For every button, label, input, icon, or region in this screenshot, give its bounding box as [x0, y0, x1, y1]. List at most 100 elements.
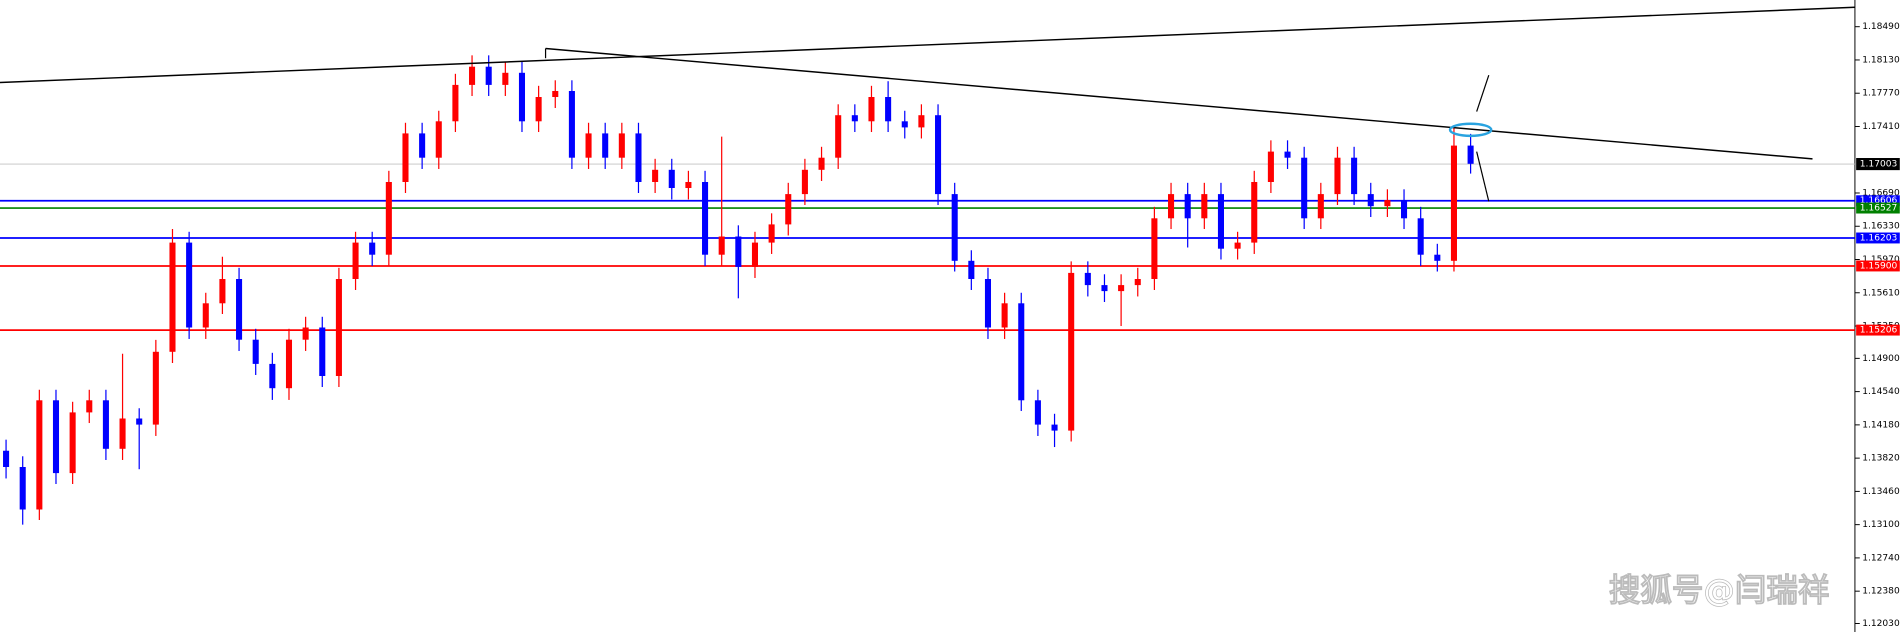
y-tick-label: 1.13460 — [1862, 487, 1900, 497]
candle-body — [585, 133, 592, 158]
candle-body — [635, 133, 642, 182]
candle-body — [1301, 157, 1308, 219]
candle-body — [1417, 218, 1424, 255]
levels — [0, 163, 1855, 331]
candle-body — [1467, 145, 1474, 164]
y-tick-label: 1.17770 — [1862, 89, 1900, 99]
candle-body — [668, 169, 675, 189]
candle-body — [269, 363, 276, 389]
candle-body — [202, 303, 209, 328]
candles — [3, 55, 1474, 525]
candle-body — [1001, 303, 1008, 328]
level-label: 1.15206 — [1860, 326, 1898, 336]
candle-body — [219, 279, 226, 304]
level-label: 1.15900 — [1860, 261, 1898, 271]
level-label: 1.16606 — [1860, 196, 1898, 206]
trend-line — [545, 47, 1813, 160]
candle-body — [502, 72, 509, 85]
candle-body — [1317, 194, 1324, 219]
y-tick-label: 1.16690 — [1862, 188, 1900, 198]
candle-body — [102, 400, 109, 449]
candle-body — [984, 279, 992, 328]
y-tick-label: 1.14540 — [1862, 387, 1900, 397]
candle-body — [452, 84, 459, 122]
candle-body — [702, 181, 709, 255]
candle-body — [1068, 272, 1075, 431]
candle-body — [1450, 145, 1457, 261]
candle-body — [169, 242, 176, 352]
candle-body — [935, 115, 942, 195]
candle-body — [152, 351, 159, 425]
candle-body — [1284, 151, 1291, 158]
candle-body — [1168, 194, 1175, 219]
candle-body — [319, 327, 326, 377]
candle-body — [1434, 254, 1441, 261]
candle-body — [818, 157, 825, 170]
candle-body — [1101, 285, 1108, 292]
y-tick-label: 1.13820 — [1862, 454, 1900, 464]
candle-body — [1034, 400, 1041, 425]
candle-body — [968, 260, 975, 280]
candle-body — [718, 236, 725, 255]
candle-body — [768, 224, 775, 243]
candle-body — [402, 133, 409, 182]
candle-body — [119, 418, 126, 449]
y-tick-label: 1.17410 — [1862, 122, 1900, 132]
level-box — [1856, 202, 1900, 214]
y-tick-label: 1.15610 — [1862, 288, 1900, 298]
candle-body — [1217, 194, 1225, 249]
y-tick-label: 1.18490 — [1862, 22, 1900, 32]
level-box — [1856, 324, 1900, 336]
candle-body — [652, 169, 659, 182]
candle-body — [285, 339, 293, 389]
y-tick-label: 1.14900 — [1862, 354, 1900, 364]
candle-body — [1084, 272, 1091, 286]
candle-body — [1051, 424, 1058, 431]
candle-body — [901, 121, 908, 128]
candle-body — [335, 279, 342, 377]
candle-body — [419, 133, 426, 158]
y-tick-label: 1.15970 — [1862, 255, 1900, 265]
candle-body — [1334, 157, 1341, 195]
candle-body — [801, 169, 808, 195]
current-price-label: 1.17003 — [1860, 160, 1898, 170]
candle-body — [1134, 279, 1141, 286]
level-box — [1856, 232, 1900, 244]
candle-body — [86, 400, 93, 413]
candle-body — [1367, 194, 1374, 207]
candle-body — [385, 181, 392, 255]
annotation-line — [1476, 151, 1490, 202]
candle-body — [618, 133, 625, 158]
watermark: 搜狐号@闫瑞祥 — [1609, 573, 1830, 609]
candle-body — [785, 194, 792, 225]
current-price-box — [1856, 158, 1900, 171]
candle-body — [1118, 285, 1125, 292]
candle-body — [236, 279, 243, 340]
candle-body — [951, 194, 958, 261]
candle-body — [685, 181, 692, 189]
candle-body — [369, 242, 376, 255]
level-label: 1.16203 — [1860, 233, 1898, 243]
candle-body — [751, 242, 759, 267]
candle-body — [1251, 181, 1258, 243]
candle-body — [918, 115, 925, 128]
highlight-ellipse — [1448, 122, 1493, 138]
candle-body — [885, 97, 892, 122]
candle-body — [735, 236, 742, 267]
candle-body — [552, 90, 559, 98]
candle-body — [1384, 200, 1391, 207]
candle-body — [435, 121, 442, 158]
y-tick-label: 1.12740 — [1862, 553, 1900, 563]
candle-body — [302, 327, 309, 340]
candle-body — [36, 400, 43, 510]
candle-body — [535, 97, 542, 122]
candle-body — [1151, 218, 1158, 280]
candle-body — [835, 115, 842, 158]
candle-body — [252, 339, 259, 364]
candle-body — [52, 400, 60, 474]
y-tick-label: 1.12030 — [1862, 619, 1900, 629]
candle-body — [1201, 194, 1208, 219]
candle-body — [485, 66, 492, 85]
level-box — [1856, 195, 1900, 207]
